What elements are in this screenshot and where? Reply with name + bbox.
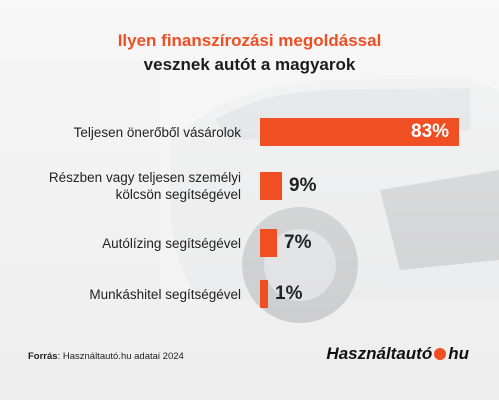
category-label-line: Munkáshitel segítségével <box>89 286 241 302</box>
bar <box>260 280 268 308</box>
source-label: Forrás <box>28 351 58 362</box>
category-label-line: kölcsön segítségével <box>115 187 241 202</box>
source-note: Forrás: Használtautó.hu adatai 2024 <box>28 351 184 362</box>
data-label: 83% <box>411 121 450 142</box>
chart-title-line1: Ilyen finanszírozási megoldással <box>117 31 382 50</box>
brand-name: Használtautó <box>326 344 433 363</box>
bar <box>260 229 277 257</box>
category-label: Teljesen önerőből vásárolok <box>74 124 241 141</box>
category-label-line: Autólízing segítségével <box>102 235 241 251</box>
category-label-line: Teljesen önerőből vásárolok <box>73 124 241 140</box>
category-label: Munkáshitel segítségével <box>89 286 241 303</box>
brand-dot-icon <box>434 348 447 360</box>
source-text: : Használtautó.hu adatai 2024 <box>57 351 184 362</box>
category-label: Részben vagy teljesen személyi kölcsön se… <box>49 169 241 203</box>
data-label: 9% <box>289 175 317 196</box>
chart-title-line2: vesznek autót a magyarok <box>143 55 356 74</box>
category-label: Autólízing segítségével <box>102 235 241 252</box>
bar <box>260 118 459 146</box>
category-label-line: Részben vagy teljesen személyi <box>48 170 241 185</box>
bar <box>260 172 282 200</box>
brand-logo: Használtautó hu <box>326 344 469 364</box>
brand-suffix: hu <box>448 344 469 363</box>
data-label: 1% <box>275 283 303 304</box>
data-label: 7% <box>284 232 312 253</box>
